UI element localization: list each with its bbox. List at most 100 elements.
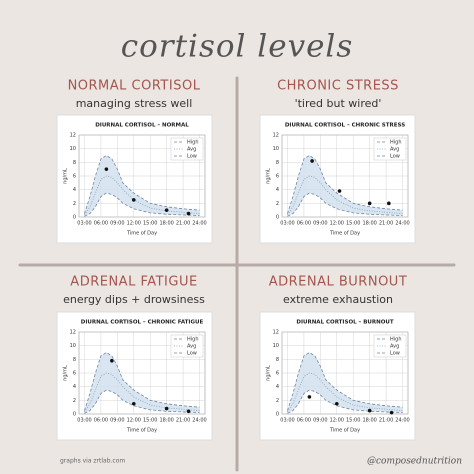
reference-band: [84, 155, 200, 217]
x-axis-label: Time of Day: [126, 428, 157, 434]
x-tick-label: 24:00: [192, 418, 206, 424]
handle: @composednutrition: [367, 457, 462, 467]
x-tick-label: 15:00: [346, 418, 360, 424]
x-tick-label: 06:00: [297, 221, 311, 227]
x-tick-label: 12:00: [127, 221, 141, 227]
x-tick-label: 09:00: [110, 221, 124, 227]
panel-heading: ADRENAL FATIGUE: [70, 275, 197, 290]
x-tick-label: 21:00: [176, 418, 190, 424]
panel-heading: NORMAL CORTISOL: [68, 79, 201, 94]
legend-box: [373, 334, 407, 358]
credit: graphs via zrtlab.com: [60, 458, 125, 465]
y-tick-label: 2: [276, 201, 279, 207]
data-point: [310, 159, 314, 163]
legend-label: Avg: [390, 147, 399, 153]
data-point: [307, 395, 312, 399]
legend-label: High: [187, 140, 199, 146]
series-line: [287, 372, 403, 413]
x-tick-label: 12:00: [330, 221, 344, 227]
legend-label: High: [390, 337, 402, 343]
panel-subheading: extreme exhaustion: [283, 293, 393, 306]
y-tick-label: 0: [73, 412, 76, 418]
legend-label: Low: [390, 154, 400, 160]
series-line: [84, 192, 200, 217]
legend-label: Low: [187, 154, 197, 160]
y-tick-label: 10: [273, 343, 279, 349]
x-tick-label: 18:00: [362, 418, 376, 424]
chart-title: DIURNAL CORTISOL – NORMAL: [95, 123, 189, 129]
legend-box: [170, 137, 204, 161]
panel-subheading: 'tired but wired': [295, 97, 382, 110]
x-tick-label: 24:00: [395, 221, 409, 227]
x-tick-label: 15:00: [143, 418, 157, 424]
legend-box: [373, 137, 407, 161]
y-tick-label: 0: [276, 215, 279, 221]
data-point: [367, 408, 372, 413]
x-tick-label: 21:00: [379, 221, 393, 227]
series-line: [287, 155, 403, 214]
reference-band: [287, 155, 403, 217]
panel-subheading: energy dips + drowsiness: [63, 293, 205, 306]
data-point: [186, 409, 191, 414]
legend-label: Low: [390, 351, 400, 357]
data-point: [104, 167, 109, 171]
y-tick-label: 2: [73, 398, 76, 404]
y-tick-label: 4: [73, 384, 76, 390]
x-tick-label: 15:00: [143, 221, 157, 227]
y-tick-label: 10: [70, 146, 76, 152]
data-point: [131, 401, 136, 406]
x-tick-label: 21:00: [176, 221, 190, 227]
x-tick-label: 09:00: [313, 221, 327, 227]
x-tick-label: 03:00: [77, 418, 91, 424]
y-tick-label: 8: [73, 357, 76, 363]
x-tick-label: 12:00: [127, 418, 141, 424]
y-tick-label: 12: [70, 330, 76, 336]
data-point: [367, 201, 372, 206]
page-title: cortisol levels: [121, 29, 354, 65]
x-tick-label: 21:00: [379, 418, 393, 424]
y-tick-label: 8: [73, 160, 76, 166]
data-point: [131, 198, 136, 202]
y-axis-label: ng/mL: [266, 168, 272, 184]
x-tick-label: 18:00: [362, 221, 376, 227]
x-axis-label: Time of Day: [329, 428, 360, 434]
y-tick-label: 4: [276, 384, 279, 390]
x-tick-label: 12:00: [330, 418, 344, 424]
reference-band: [287, 352, 403, 414]
y-tick-label: 12: [273, 133, 279, 139]
y-tick-label: 6: [73, 371, 76, 377]
data-point: [110, 358, 114, 363]
series-line: [287, 389, 403, 414]
x-tick-label: 03:00: [280, 418, 294, 424]
series-line: [287, 192, 403, 217]
x-tick-label: 03:00: [77, 221, 91, 227]
data-point: [337, 189, 342, 193]
x-tick-label: 09:00: [110, 418, 124, 424]
chart-title: DIURNAL CORTISOL – CHRONIC STRESS: [285, 123, 405, 129]
y-tick-label: 8: [276, 357, 279, 363]
y-tick-label: 4: [73, 187, 76, 193]
legend-label: High: [187, 337, 199, 343]
data-point: [387, 201, 391, 206]
legend-label: Avg: [187, 147, 196, 153]
legend-label: High: [390, 140, 402, 146]
y-tick-label: 10: [273, 146, 279, 152]
data-point: [186, 211, 191, 216]
x-tick-label: 15:00: [346, 221, 360, 227]
series-line: [287, 175, 403, 216]
legend-box: [170, 334, 204, 358]
y-tick-label: 10: [70, 343, 76, 349]
y-tick-label: 4: [276, 187, 279, 193]
data-point: [164, 406, 169, 411]
x-tick-label: 18:00: [159, 418, 173, 424]
legend-label: Avg: [390, 344, 399, 350]
legend-label: Avg: [187, 344, 196, 350]
x-tick-label: 03:00: [280, 221, 294, 227]
y-tick-label: 0: [276, 412, 279, 418]
y-tick-label: 2: [73, 201, 76, 207]
x-tick-label: 06:00: [94, 418, 108, 424]
y-axis-label: ng/mL: [266, 365, 272, 381]
y-tick-label: 12: [273, 330, 279, 336]
series-line: [287, 352, 403, 411]
